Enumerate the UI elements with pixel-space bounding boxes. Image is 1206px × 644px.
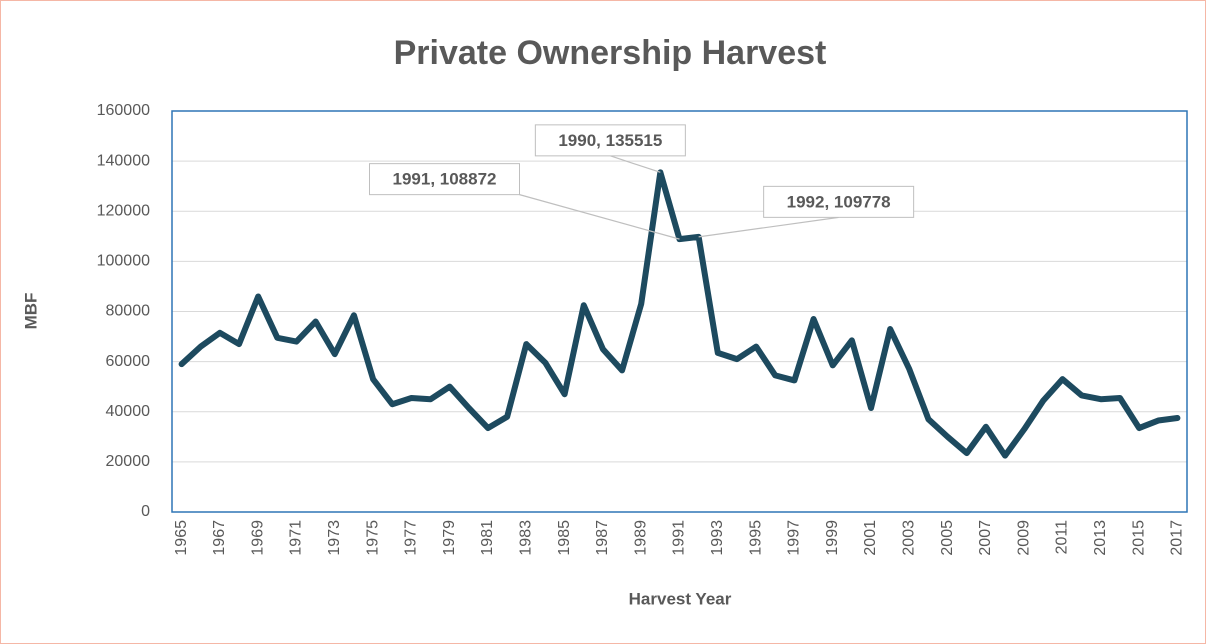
x-tick-label: 1985 [556,520,573,556]
callout-box [763,185,915,218]
x-tick-label: 1997 [786,520,803,556]
y-tick-label: 60000 [106,353,151,370]
x-axis-label: Harvest Year [629,589,732,608]
x-tick-label: 1981 [479,520,496,556]
x-tick-label: 1987 [594,520,611,556]
callout-leader [610,155,661,173]
x-tick-label: 1977 [403,520,420,556]
callout-leader [698,216,839,238]
x-tick-label: 1967 [211,520,228,556]
callout-box [369,163,520,196]
x-tick-label: 2009 [1015,520,1032,556]
x-tick-label: 1989 [632,520,649,556]
y-tick-label: 0 [141,503,150,520]
callout-label: 1992, 109778 [787,192,891,211]
x-tick-label: 1971 [288,520,305,556]
chart-title: Private Ownership Harvest [394,34,827,72]
x-tick-label: 1999 [824,520,841,556]
line [178,169,1181,459]
plot-border [171,110,1188,513]
x-tick-label: 1995 [747,520,764,556]
callout-label: 1990, 135515 [558,131,662,150]
x-tick-label: 2011 [1054,520,1071,555]
y-tick-label: 80000 [106,303,151,320]
x-tick-label: 2007 [977,520,994,556]
x-tick-label: 1965 [173,520,190,556]
y-tick-label: 100000 [97,253,150,270]
x-tick-label: 1993 [709,520,726,556]
x-tick-label: 1979 [441,520,458,556]
y-tick-label: 40000 [106,403,151,420]
x-tick-label: 1969 [249,520,266,556]
y-tick-label: 20000 [106,453,151,470]
x-tick-label: 2017 [1169,520,1186,556]
callout-leader [519,194,680,240]
x-tick-label: 2001 [862,520,879,556]
x-tick-label: 2015 [1130,520,1147,556]
x-tick-label: 1973 [326,520,343,556]
y-tick-label: 140000 [97,152,150,169]
x-tick-label: 2003 [901,520,918,556]
x-tick-label: 2005 [939,520,956,556]
x-tick-label: 1983 [518,520,535,556]
x-tick-label: 2013 [1092,520,1109,556]
x-tick-label: 1975 [364,520,381,556]
callout-label: 1991, 108872 [393,170,497,189]
x-tick-label: 1991 [671,520,688,556]
y-tick-label: 120000 [97,202,150,219]
callout-box [534,124,686,157]
y-tick-label: 160000 [97,102,150,119]
y-axis-label: MBF [21,293,40,330]
